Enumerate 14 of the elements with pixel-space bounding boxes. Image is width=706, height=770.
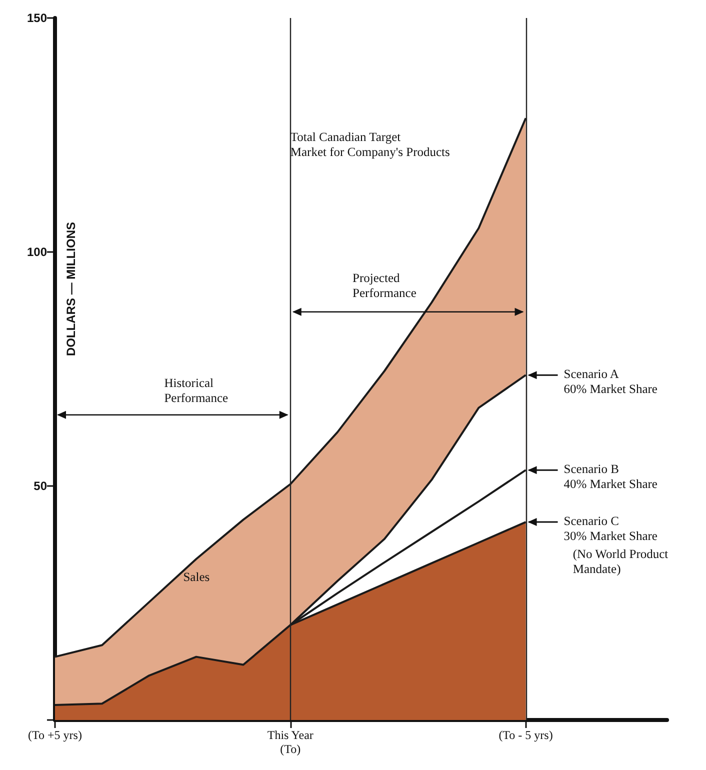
annotation: Historical Performance <box>164 376 228 406</box>
annotation: (No World Product Mandate) <box>572 546 668 577</box>
annotation: Projected Performance <box>352 270 416 301</box>
annotation: Scenario A 60% Market Share <box>564 367 658 398</box>
annotation: Scenario C 30% Market Share <box>564 514 658 544</box>
annotation: Scenario B 40% Market Share <box>564 462 658 492</box>
x-tick-label: (To +5 yrs) <box>28 728 82 742</box>
y-tick-label: 150 <box>26 11 48 25</box>
x-tick-label: This Year (To) <box>267 728 314 756</box>
y-tick-label: 50 <box>34 479 48 493</box>
annotation: Sales <box>183 570 210 586</box>
y-axis-title: DOLLARS — MILLIONS <box>64 222 78 356</box>
x-tick-label: (To - 5 yrs) <box>498 728 553 742</box>
y-tick-label: 100 <box>26 245 48 259</box>
